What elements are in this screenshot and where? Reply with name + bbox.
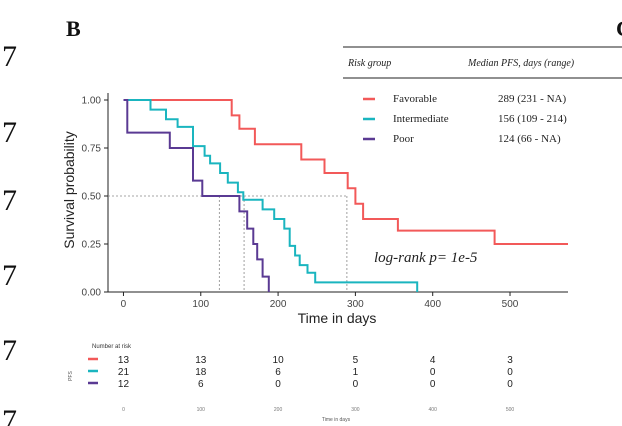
- risk-table-value: 6: [198, 379, 204, 390]
- legend-table: Risk group Median PFS, days (range) Favo…: [343, 46, 622, 145]
- y-tick-label: 1.00: [82, 96, 102, 107]
- legend-header-group: Risk group: [347, 58, 391, 69]
- plot-area: Survival probability 0.00 0.25 0.50 0.75 1.0…: [61, 93, 568, 326]
- risk-table-x-tick: 300: [351, 407, 360, 413]
- series-line-intermediate: [123, 99, 419, 292]
- side-glyph: 7: [2, 404, 17, 426]
- y-tick-label: 0.25: [82, 240, 102, 251]
- legend-group-label: Poor: [393, 133, 414, 145]
- legend-median-value: 289 (231 - NA): [498, 93, 566, 105]
- risk-table-value: 6: [275, 367, 281, 378]
- risk-table-value: 5: [353, 355, 359, 366]
- risk-table-x-tick: 100: [197, 407, 206, 413]
- risk-table-value: 0: [430, 367, 436, 378]
- legend-median-value: 156 (109 - 214): [498, 113, 567, 125]
- series-line-poor: [123, 99, 270, 292]
- legend-group-label: Favorable: [393, 93, 437, 105]
- x-tick-label: 0: [121, 299, 127, 310]
- y-tick-label: 0.75: [82, 144, 102, 155]
- risk-table-value: 0: [430, 379, 436, 390]
- y-tick-label: 0.00: [82, 288, 102, 299]
- x-axis-label: Time in days: [298, 310, 377, 326]
- risk-table-value: 1: [353, 367, 359, 378]
- panel-letter-right: C: [616, 16, 622, 41]
- risk-table-value: 3: [507, 355, 513, 366]
- risk-table-title: Number at risk: [92, 344, 132, 350]
- risk-table-value: 0: [507, 379, 513, 390]
- x-tick-label: 300: [347, 299, 364, 310]
- side-glyph-column: 7 7 7 7 7 7: [2, 40, 17, 426]
- y-tick-label: 0.50: [82, 192, 102, 203]
- x-tick-label: 200: [270, 299, 287, 310]
- panel-letter: B: [66, 16, 81, 41]
- risk-table-x-tick: 200: [274, 407, 283, 413]
- risk-table: Number at risk PFS 13 13 10 5 4 321 18 6 1 0 012 6 0…: [68, 344, 514, 423]
- risk-table-value: 13: [195, 355, 207, 366]
- logrank-annotation: log-rank p= 1e-5: [374, 250, 478, 266]
- legend-group-label: Intermediate: [393, 113, 449, 125]
- y-axis-label: Survival probability: [61, 131, 77, 249]
- risk-table-x-tick: 0: [122, 407, 125, 413]
- risk-table-value: 0: [353, 379, 359, 390]
- risk-table-x-label: Time in days: [322, 417, 351, 423]
- risk-table-x-tick: 500: [506, 407, 515, 413]
- risk-table-row-axis-label: PFS: [68, 370, 74, 380]
- series-line-favorable: [123, 99, 568, 245]
- legend-header-median: Median PFS, days (range): [467, 58, 575, 69]
- side-glyph: 7: [2, 184, 17, 217]
- side-glyph: 7: [2, 334, 17, 367]
- legend-median-value: 124 (66 - NA): [498, 133, 561, 145]
- x-tick-label: 100: [192, 299, 209, 310]
- risk-table-x-tick: 400: [429, 407, 438, 413]
- risk-table-value: 13: [118, 355, 130, 366]
- risk-table-value: 10: [273, 355, 285, 366]
- risk-table-value: 18: [195, 367, 207, 378]
- x-tick-label: 500: [502, 299, 519, 310]
- side-glyph: 7: [2, 40, 17, 73]
- risk-table-value: 21: [118, 367, 130, 378]
- risk-table-value: 12: [118, 379, 130, 390]
- x-tick-label: 400: [424, 299, 441, 310]
- risk-table-value: 4: [430, 355, 436, 366]
- risk-table-value: 0: [507, 367, 513, 378]
- side-glyph: 7: [2, 259, 17, 292]
- risk-table-value: 0: [275, 379, 281, 390]
- side-glyph: 7: [2, 116, 17, 149]
